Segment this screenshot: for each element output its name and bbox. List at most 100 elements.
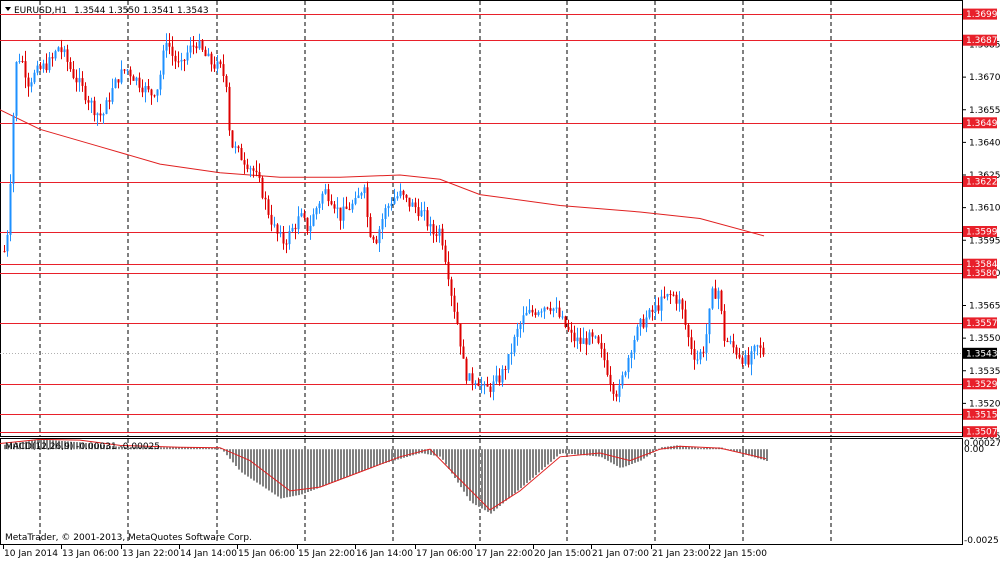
- candle-body: [42, 63, 45, 69]
- macd-bar: [622, 449, 624, 468]
- candle-body: [753, 345, 756, 352]
- macd-bar: [682, 446, 684, 450]
- time-tick-label: 10 Jan 2014: [4, 549, 58, 559]
- macd-bar: [328, 449, 330, 485]
- macd-bar: [628, 449, 630, 466]
- candle-body: [183, 59, 186, 61]
- candle-body: [69, 62, 72, 70]
- candle-body: [366, 187, 369, 217]
- macd-bar: [538, 449, 540, 473]
- macd-bar: [193, 447, 195, 450]
- candle-body: [696, 359, 699, 361]
- candle-body: [276, 224, 279, 234]
- macd-signal-line: [0, 438, 767, 511]
- macd-bar: [322, 449, 324, 487]
- candle-body: [393, 198, 396, 204]
- candle-body: [720, 290, 723, 311]
- candle-body: [756, 345, 759, 347]
- candle-body: [630, 352, 633, 358]
- macd-bar: [391, 449, 393, 462]
- price-tick-label: 1.3535: [969, 367, 1000, 377]
- macd-bar: [16, 443, 18, 450]
- macd-bar: [382, 449, 384, 464]
- candle-body: [444, 245, 447, 262]
- macd-bar: [577, 449, 579, 455]
- macd-bar: [757, 449, 759, 459]
- macd-bar: [148, 447, 150, 450]
- candle-body: [483, 384, 486, 386]
- candle-body: [408, 197, 411, 207]
- macd-bar: [712, 447, 714, 450]
- time-tick-label: 16 Jan 14:00: [356, 549, 413, 559]
- macd-bar: [49, 440, 51, 450]
- candle-body: [120, 69, 123, 83]
- macd-bar: [178, 447, 180, 450]
- candle-body: [735, 347, 738, 355]
- macd-bar: [262, 449, 264, 487]
- candle-body: [729, 341, 732, 343]
- macd-bar: [493, 449, 495, 512]
- candle-body: [498, 375, 501, 383]
- macd-bar: [631, 449, 633, 464]
- level-label-box: [963, 258, 997, 270]
- candle-body: [732, 341, 735, 348]
- candle-body: [180, 59, 183, 62]
- macd-bar: [247, 449, 249, 477]
- level-lines[interactable]: [0, 14, 962, 433]
- candle-body: [240, 148, 243, 161]
- candle-body: [750, 351, 753, 365]
- macd-label: MACD(12,26,9) -0.00031 -0.00025: [5, 442, 160, 452]
- macd-bar: [763, 449, 765, 461]
- candle-body: [342, 206, 345, 221]
- macd-bar: [574, 449, 576, 455]
- candle-body: [9, 183, 12, 235]
- candle-body: [81, 78, 84, 86]
- candle-body: [222, 64, 225, 76]
- candle-body: [633, 340, 636, 353]
- current-price-label: 1.3543: [966, 349, 998, 359]
- macd-bar: [583, 449, 585, 456]
- level-label: 1.3580: [966, 269, 998, 279]
- candle-body: [594, 336, 597, 338]
- macd-bar: [697, 447, 699, 450]
- candle-body: [552, 308, 555, 311]
- macd-bar: [274, 449, 276, 495]
- candle-body: [327, 189, 330, 202]
- candle-body: [135, 77, 138, 81]
- candle-body: [345, 206, 348, 209]
- candle-body: [207, 53, 210, 57]
- candle-body: [738, 354, 741, 358]
- macd-bar: [217, 448, 219, 450]
- candle-body: [111, 88, 114, 102]
- macd-bar: [637, 449, 639, 462]
- candle-body: [396, 196, 399, 199]
- macd-bar: [643, 449, 645, 459]
- candle-body: [282, 232, 285, 244]
- macd-bar: [760, 449, 762, 460]
- candle-body: [468, 373, 471, 381]
- candle-body: [99, 113, 102, 116]
- candle-body: [621, 375, 624, 386]
- price-tick-label: 1.3640: [969, 138, 1000, 148]
- candles: [3, 33, 765, 403]
- candle-body: [678, 299, 681, 304]
- macd-bar: [373, 449, 375, 467]
- macd-bar: [160, 447, 162, 450]
- candle-body: [141, 87, 144, 93]
- candle-body: [270, 214, 273, 225]
- macd-bar: [529, 449, 531, 481]
- macd-bar: [82, 442, 84, 450]
- macd-bar: [238, 449, 240, 470]
- macd-bar: [553, 449, 555, 460]
- collapse-triangle-icon[interactable]: [5, 7, 11, 11]
- macd-bar: [565, 449, 567, 454]
- candle-body: [177, 61, 180, 63]
- macd-bar: [46, 439, 48, 450]
- candle-body: [33, 72, 36, 83]
- candle-body: [234, 146, 237, 148]
- copyright-text: MetaTrader, © 2001-2013, MetaQuotes Soft…: [5, 533, 252, 543]
- candle-body: [708, 308, 711, 335]
- candle-body: [717, 290, 720, 299]
- macd-bar: [454, 449, 456, 478]
